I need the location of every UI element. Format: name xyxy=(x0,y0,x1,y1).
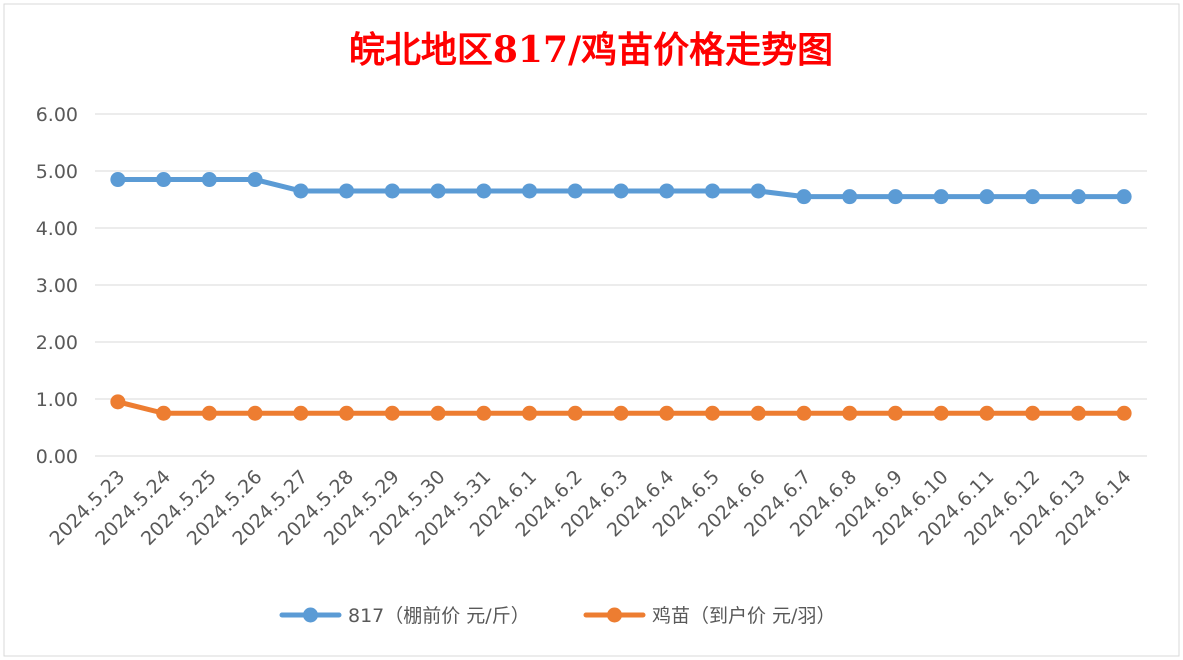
data-point xyxy=(476,405,492,421)
data-point xyxy=(293,405,309,421)
data-point xyxy=(887,405,903,421)
data-point xyxy=(613,183,629,199)
y-tick-label: 5.00 xyxy=(36,161,78,183)
legend-label: 鸡苗（到户价 元/羽） xyxy=(652,605,835,627)
data-point xyxy=(430,405,446,421)
data-point xyxy=(659,183,675,199)
data-point xyxy=(430,183,446,199)
data-point xyxy=(979,405,995,421)
data-point xyxy=(1070,405,1086,421)
data-point xyxy=(293,183,309,199)
data-point xyxy=(1025,189,1041,205)
data-point xyxy=(1070,189,1086,205)
data-point xyxy=(704,405,720,421)
legend: 817（棚前价 元/斤） 鸡苗（到户价 元/羽） xyxy=(279,605,835,627)
data-point xyxy=(704,183,720,199)
data-point xyxy=(522,405,538,421)
data-point xyxy=(1116,405,1132,421)
legend-marker xyxy=(607,607,622,623)
y-tick-label: 6.00 xyxy=(36,104,78,126)
data-point xyxy=(339,405,355,421)
data-point xyxy=(750,183,766,199)
data-point xyxy=(567,405,583,421)
data-point xyxy=(247,172,263,188)
chart-title: 皖北地区817/鸡苗价格走势图 xyxy=(349,29,833,71)
series-2 xyxy=(110,394,1132,421)
data-point xyxy=(201,405,217,421)
data-point xyxy=(156,405,172,421)
data-point xyxy=(933,189,949,205)
data-point xyxy=(842,189,858,205)
data-point xyxy=(887,189,903,205)
data-point xyxy=(201,172,217,188)
y-tick-label: 0.00 xyxy=(36,446,78,468)
legend-item: 817（棚前价 元/斤） xyxy=(279,605,530,627)
series-1 xyxy=(110,172,1132,205)
series-lines xyxy=(110,172,1132,421)
data-point xyxy=(842,405,858,421)
legend-marker xyxy=(303,607,318,623)
data-point xyxy=(1025,405,1041,421)
data-point xyxy=(796,189,812,205)
data-point xyxy=(110,394,126,410)
gridlines xyxy=(95,113,1147,457)
data-point xyxy=(156,172,172,188)
y-tick-label: 3.00 xyxy=(36,275,78,297)
data-point xyxy=(659,405,675,421)
data-point xyxy=(750,405,766,421)
data-point xyxy=(979,189,995,205)
data-point xyxy=(567,183,583,199)
data-point xyxy=(247,405,263,421)
data-point xyxy=(339,183,355,199)
legend-label: 817（棚前价 元/斤） xyxy=(348,605,530,627)
data-point xyxy=(384,405,400,421)
y-tick-label: 1.00 xyxy=(36,389,78,411)
data-point xyxy=(613,405,629,421)
data-point xyxy=(384,183,400,199)
data-point xyxy=(110,172,126,188)
data-point xyxy=(476,183,492,199)
data-point xyxy=(796,405,812,421)
legend-item: 鸡苗（到户价 元/羽） xyxy=(583,605,835,627)
chart-border xyxy=(3,3,1180,657)
y-axis-ticks: 0.00 1.00 2.00 3.00 4.00 5.00 6.00 xyxy=(36,104,78,468)
y-tick-label: 2.00 xyxy=(36,332,78,354)
data-point xyxy=(522,183,538,199)
data-point xyxy=(933,405,949,421)
data-point xyxy=(1116,189,1132,205)
y-tick-label: 4.00 xyxy=(36,218,78,240)
